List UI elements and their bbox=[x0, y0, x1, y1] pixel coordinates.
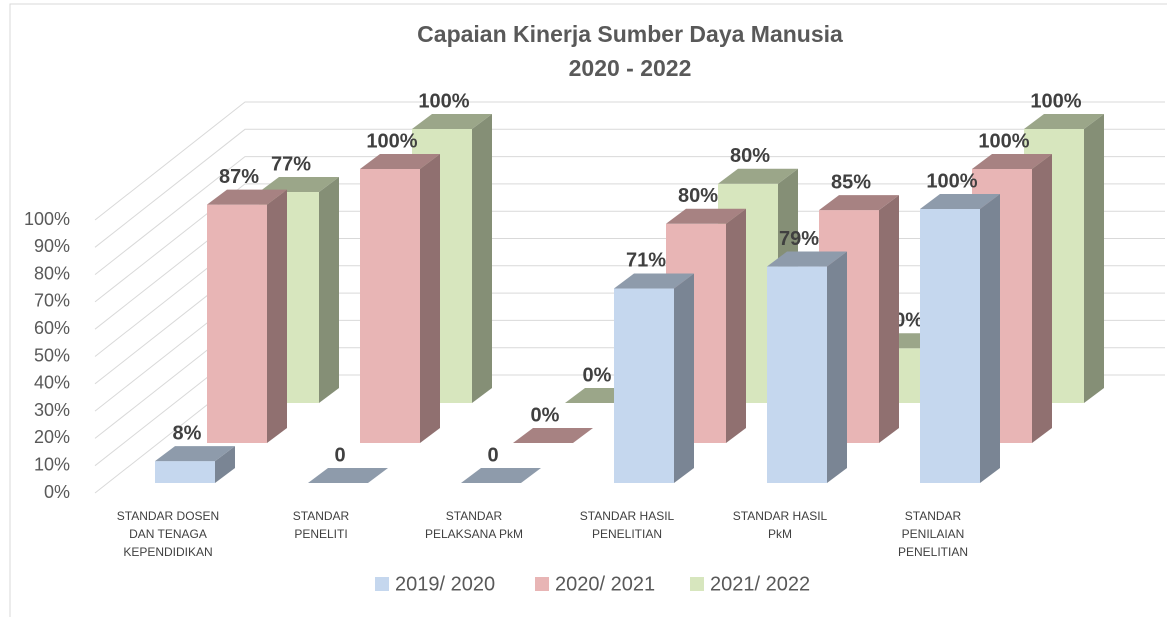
bar bbox=[513, 428, 593, 443]
data-label: 80% bbox=[678, 185, 718, 207]
bar-top bbox=[767, 251, 847, 267]
chart-subtitle: 2020 - 2022 bbox=[569, 55, 692, 81]
data-label: 8% bbox=[173, 422, 202, 444]
bar-side bbox=[827, 251, 847, 483]
data-label: 77% bbox=[271, 153, 311, 175]
bar bbox=[920, 194, 1000, 483]
y-tick-label: 50% bbox=[34, 345, 70, 365]
bar-top bbox=[1024, 114, 1104, 129]
data-label: 0% bbox=[531, 404, 560, 426]
legend-swatch bbox=[690, 577, 704, 591]
data-label: 0 bbox=[334, 444, 345, 466]
bar-top bbox=[718, 168, 798, 184]
chart-title: Capaian Kinerja Sumber Daya Manusia bbox=[417, 21, 843, 47]
y-tick-label: 70% bbox=[34, 291, 70, 311]
y-tick-label: 80% bbox=[34, 263, 70, 283]
y-tick-label: 10% bbox=[34, 454, 70, 474]
bar bbox=[614, 273, 694, 483]
bar-top bbox=[207, 189, 287, 205]
bar-side bbox=[215, 446, 235, 483]
bar-side bbox=[674, 273, 694, 483]
bar-side bbox=[1084, 114, 1104, 403]
y-tick-label: 30% bbox=[34, 400, 70, 420]
bar bbox=[767, 251, 847, 483]
x-tick-label: STANDAR DOSEN DAN TENAGA KEPENDIDIKAN bbox=[117, 509, 219, 559]
bar-top bbox=[819, 195, 899, 211]
bar bbox=[207, 189, 287, 443]
x-tick-label: STANDAR PELAKSANA PkM bbox=[425, 509, 523, 541]
bar-face bbox=[767, 266, 827, 483]
bar-face bbox=[920, 209, 980, 483]
bar-top bbox=[259, 177, 339, 193]
legend-label: 2019/ 2020 bbox=[395, 573, 495, 595]
data-label: 100% bbox=[418, 90, 469, 112]
bar-side bbox=[879, 195, 899, 443]
bar-top bbox=[513, 428, 593, 443]
bar-face bbox=[207, 204, 267, 443]
bar-face bbox=[360, 169, 420, 443]
bar-top bbox=[360, 154, 440, 169]
grid-line bbox=[94, 156, 1165, 275]
bar-top bbox=[155, 446, 235, 462]
data-label: 71% bbox=[626, 250, 666, 272]
y-tick-label: 100% bbox=[24, 209, 70, 229]
data-label: 80% bbox=[730, 145, 770, 167]
legend-label: 2020/ 2021 bbox=[555, 573, 655, 595]
data-label: 85% bbox=[831, 171, 871, 193]
data-label: 100% bbox=[926, 170, 977, 192]
x-tick-label: STANDAR HASIL PENELITIAN bbox=[580, 509, 675, 541]
bar bbox=[155, 446, 235, 483]
legend-swatch bbox=[535, 577, 549, 591]
x-tick-label: STANDAR PENELITI bbox=[293, 509, 350, 541]
bar-top bbox=[461, 468, 541, 483]
bar-top bbox=[920, 194, 1000, 209]
bar-face bbox=[155, 461, 215, 483]
data-label: 100% bbox=[978, 130, 1029, 152]
y-tick-label: 0% bbox=[44, 482, 70, 502]
bar bbox=[360, 154, 440, 443]
bar-side bbox=[420, 154, 440, 443]
y-tick-label: 60% bbox=[34, 318, 70, 338]
x-tick-label: STANDAR HASIL PkM bbox=[733, 509, 828, 541]
grid-line bbox=[94, 183, 1165, 303]
bar bbox=[819, 195, 899, 443]
bar-side bbox=[472, 114, 492, 403]
x-tick-label: STANDAR PENILAIAN PENELITIAN bbox=[898, 509, 968, 559]
bar-face bbox=[614, 288, 674, 483]
bar-side bbox=[267, 189, 287, 443]
y-tick-label: 20% bbox=[34, 427, 70, 447]
bar-top bbox=[666, 208, 746, 224]
bar-top bbox=[412, 114, 492, 129]
y-tick-label: 90% bbox=[34, 236, 70, 256]
data-label: 100% bbox=[1030, 90, 1081, 112]
bar-side bbox=[980, 194, 1000, 483]
chart-border bbox=[9, 3, 1167, 617]
y-tick-label: 40% bbox=[34, 373, 70, 393]
data-label: 79% bbox=[779, 228, 819, 250]
data-label: 0% bbox=[583, 364, 612, 386]
data-label: 100% bbox=[366, 130, 417, 152]
bar-side bbox=[1032, 154, 1052, 443]
data-label: 0 bbox=[487, 444, 498, 466]
legend-swatch bbox=[375, 577, 389, 591]
bar-side bbox=[319, 177, 339, 403]
grid-line bbox=[94, 128, 1165, 248]
bar-side bbox=[726, 208, 746, 443]
legend-label: 2021/ 2022 bbox=[710, 573, 810, 595]
bar bbox=[308, 468, 388, 483]
bar-top bbox=[308, 468, 388, 483]
grid-line bbox=[94, 101, 1165, 221]
bar bbox=[461, 468, 541, 483]
bar-top bbox=[972, 154, 1052, 169]
data-label: 87% bbox=[219, 166, 259, 188]
bar-top bbox=[614, 273, 694, 289]
